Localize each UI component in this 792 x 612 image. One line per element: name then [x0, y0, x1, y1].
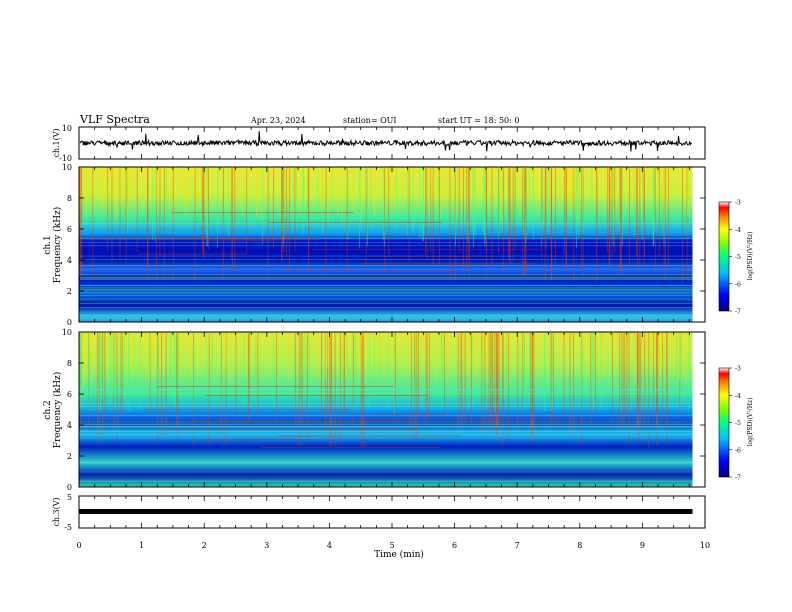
- frequency-tick-label: 10: [62, 163, 72, 172]
- colorbar-tick-label: -3: [735, 200, 741, 207]
- ch3-yaxis-title: ch.3(V): [52, 497, 61, 526]
- ch2-spectrogram-yaxis: ch.2 Frequency (kHz) 0 2 4 6 8 10: [43, 328, 705, 492]
- ch1-colorbar: -3 -4 -5 -6 -7 log(PSD)(V²/Hz): [718, 200, 754, 316]
- ch1-yaxis-title: ch.1(V): [52, 128, 61, 157]
- ch1-colorbar-scale: [718, 201, 730, 312]
- chart-title: VLF Spectra: [79, 113, 150, 126]
- ch3-ytick-top: 5: [67, 493, 72, 502]
- ch1-spectrogram-bg: [79, 167, 693, 322]
- frequency-tick-label: 8: [67, 194, 72, 203]
- ch1-waveform-trace: [79, 131, 692, 152]
- x-tick-label: 0: [76, 541, 81, 550]
- x-tick-label: 10: [700, 541, 710, 550]
- ch1-spectrogram-texture: [79, 168, 693, 319]
- frequency-tick-label: 8: [67, 359, 72, 368]
- ch2-spec-yaxis-title-b: Frequency (kHz): [52, 372, 63, 449]
- x-tick-label: 9: [640, 541, 645, 550]
- ch2-colorbar-scale: [718, 367, 730, 478]
- frequency-tick-label: 2: [67, 452, 72, 461]
- colorbar-tick-label: -7: [735, 309, 741, 316]
- frequency-tick-label: 0: [67, 483, 72, 492]
- frequency-tick-label: 6: [67, 390, 72, 399]
- ch2-spec-yaxis-title-a: ch.2: [43, 400, 53, 419]
- frequency-tick-label: 4: [67, 421, 72, 430]
- x-axis-title: Time (min): [374, 549, 424, 560]
- frequency-tick-label: 10: [62, 328, 72, 337]
- x-tick-label: 6: [452, 541, 457, 550]
- colorbar-tick-label: -6: [735, 447, 741, 454]
- x-tick-label: 5: [389, 541, 394, 550]
- colorbar-tick-label: -5: [735, 254, 741, 261]
- ch1-colorbar-label: log(PSD)(V²/Hz): [747, 232, 754, 281]
- ch2-colorbar: -3 -4 -5 -6 -7 log(PSD)(V²/Hz): [718, 366, 754, 482]
- colorbar-tick-label: -5: [735, 420, 741, 427]
- frequency-tick-label: 4: [67, 256, 72, 265]
- header-station: station= OUI: [343, 116, 397, 125]
- ch1-spectrogram-yaxis: ch.1 Frequency (kHz) 0 2 4 6 8 10: [43, 163, 705, 327]
- x-tick-label: 8: [577, 541, 582, 550]
- x-tick-label: 4: [327, 541, 332, 550]
- colorbar-tick-label: -7: [735, 475, 741, 482]
- ch3-waveform-yaxis: ch.3(V) 5 -5: [52, 493, 72, 532]
- colorbar-tick-label: -4: [735, 227, 741, 234]
- x-tick-labels: 0 1 2 3 4 5 6 7 8 9 10: [76, 541, 710, 550]
- x-tick-marks: [78, 127, 706, 528]
- frequency-tick-label: 6: [67, 225, 72, 234]
- frequency-tick-label: 0: [67, 318, 72, 327]
- ch1-spec-yaxis-title-b: Frequency (kHz): [52, 207, 63, 284]
- ch1-ytick-top: 10: [62, 124, 72, 133]
- frequency-tick-label: 2: [67, 287, 72, 296]
- header-date: Apr. 23, 2024: [250, 116, 306, 125]
- colorbar-tick-label: -6: [735, 281, 741, 288]
- ch3-waveform-trace: [79, 509, 693, 514]
- x-tick-label: 3: [264, 541, 269, 550]
- ch1-waveform-yaxis: ch.1(V) 10 -10: [52, 124, 72, 163]
- x-tick-label: 2: [202, 541, 207, 550]
- ch1-ytick-bottom: -10: [59, 154, 72, 163]
- header-start-time: start UT = 18: 50: 0: [438, 116, 519, 125]
- x-tick-label: 7: [515, 541, 520, 550]
- ch2-spectrogram-texture: [79, 333, 693, 482]
- colorbar-tick-label: -3: [735, 366, 741, 373]
- ch1-spec-yaxis-title-a: ch.1: [43, 235, 53, 254]
- ch3-ytick-bottom: -5: [64, 523, 72, 532]
- colorbar-tick-label: -4: [735, 393, 741, 400]
- ch2-colorbar-label: log(PSD)(V²/Hz): [747, 398, 754, 447]
- x-tick-label: 1: [139, 541, 144, 550]
